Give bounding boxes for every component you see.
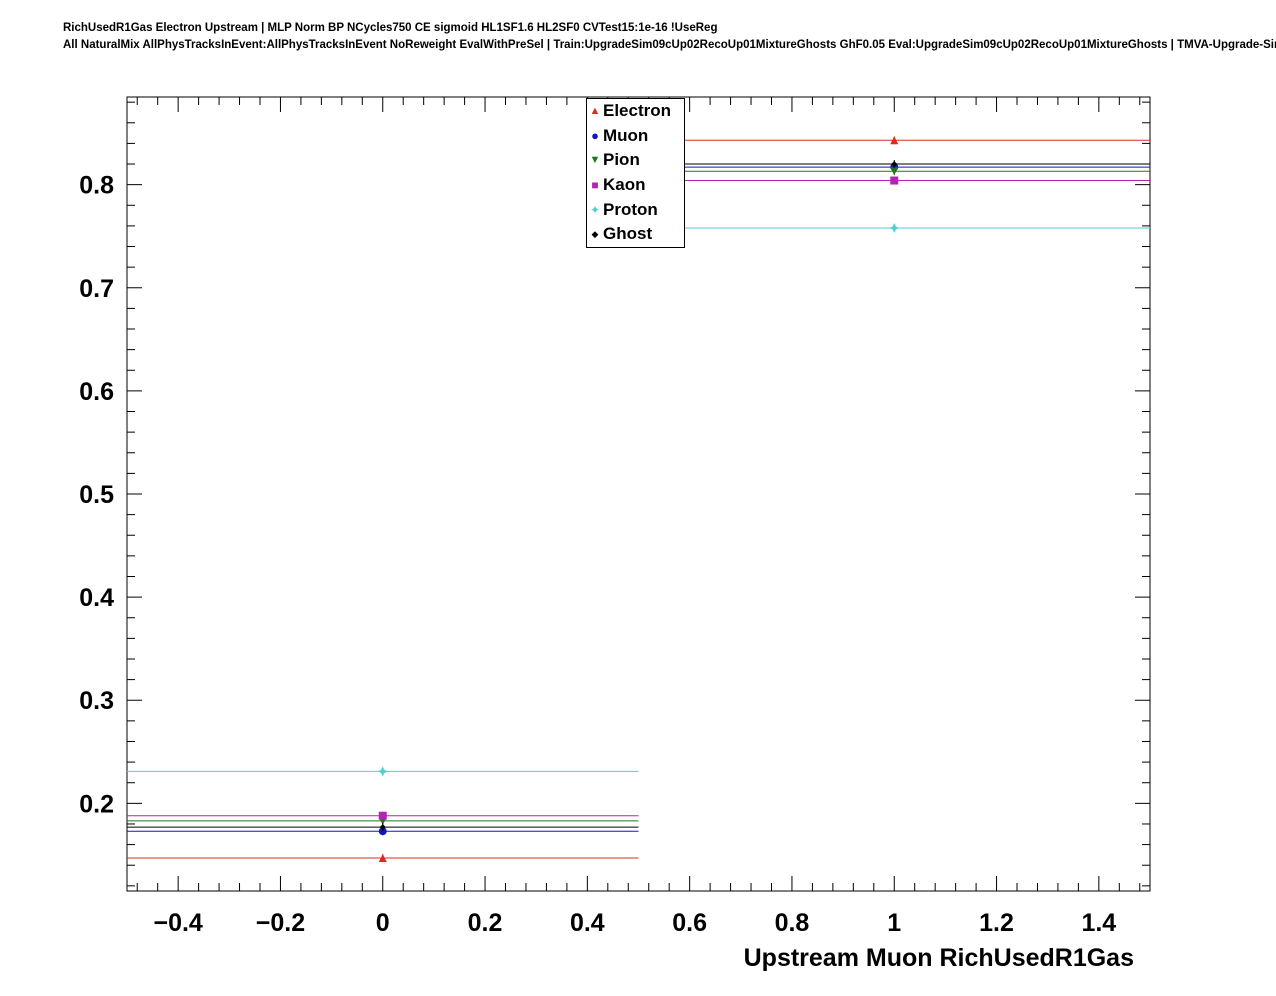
plot-title-line2: All NaturalMix AllPhysTracksInEvent:AllP…	[63, 39, 1276, 51]
pion-marker-icon: ▼	[589, 153, 601, 166]
series-pion	[127, 167, 1150, 825]
y-axis-labels: 0.2 0.3 0.4 0.5 0.6 0.7 0.8	[79, 172, 114, 819]
electron-marker-icon	[378, 854, 387, 863]
series-ghost	[127, 160, 1150, 832]
x-tick-label: 0.4	[570, 909, 605, 937]
x-axis-ticks	[136, 97, 1141, 891]
legend: ▲ Electron ● Muon ▼ Pion ■ Kaon ✦ Proton ◆ Ghost	[586, 98, 685, 248]
y-tick-label: 0.5	[79, 481, 114, 509]
legend-item-ghost: ◆ Ghost	[587, 222, 684, 247]
legend-item-proton: ✦ Proton	[587, 197, 684, 222]
legend-label-ghost: Ghost	[603, 224, 653, 244]
legend-label-muon: Muon	[603, 125, 649, 145]
x-axis-labels: −0.4 −0.2 0 0.2 0.4 0.6 0.8 1 1.2 1.4	[153, 909, 1116, 937]
y-tick-label: 0.7	[79, 275, 114, 303]
y-tick-label: 0.4	[79, 584, 114, 612]
y-axis-ticks	[127, 101, 1150, 887]
pion-marker-icon	[890, 167, 899, 176]
y-tick-label: 0.6	[79, 378, 114, 406]
ghost-marker-icon	[891, 161, 898, 168]
y-tick-label: 0.3	[79, 687, 114, 715]
legend-label-electron: Electron	[603, 101, 672, 121]
kaon-marker-icon: ■	[591, 178, 599, 193]
legend-label-proton: Proton	[603, 199, 658, 219]
series-electron	[127, 136, 1150, 863]
x-tick-label: 0.8	[775, 909, 810, 937]
series-kaon	[127, 176, 1150, 820]
muon-marker-icon	[378, 827, 387, 836]
kaon-marker-icon	[890, 176, 899, 185]
proton-marker-icon	[377, 766, 388, 777]
x-axis-title: Upstream Muon RichUsedR1Gas	[743, 944, 1134, 972]
legend-label-pion: Pion	[603, 150, 640, 170]
x-tick-label: 1.2	[979, 909, 1014, 937]
electron-marker-icon: ▲	[589, 104, 601, 117]
series-muon	[127, 163, 1150, 836]
plot-header: RichUsedR1Gas Electron Upstream | MLP No…	[63, 20, 1276, 54]
muon-marker-icon: ●	[591, 128, 599, 144]
x-tick-label: 1.4	[1081, 909, 1116, 937]
legend-item-electron: ▲ Electron	[587, 99, 684, 124]
proton-marker-icon: ✦	[589, 202, 601, 217]
ghost-marker-icon: ◆	[591, 228, 599, 239]
legend-item-kaon: ■ Kaon	[587, 173, 684, 198]
legend-item-pion: ▼ Pion	[587, 148, 684, 173]
legend-item-muon: ● Muon	[587, 124, 684, 149]
proton-marker-icon	[889, 222, 900, 233]
x-tick-label: −0.4	[153, 909, 202, 937]
y-tick-label: 0.8	[79, 172, 114, 200]
x-tick-label: −0.2	[256, 909, 305, 937]
ghost-marker-icon	[379, 824, 386, 831]
y-tick-label: 0.2	[79, 790, 114, 818]
kaon-marker-icon	[378, 811, 387, 820]
x-tick-label: 0.2	[468, 909, 503, 937]
plot-title-line1: RichUsedR1Gas Electron Upstream | MLP No…	[63, 22, 718, 34]
x-tick-label: 1	[887, 909, 901, 937]
x-tick-label: 0.6	[672, 909, 707, 937]
electron-marker-icon	[890, 136, 899, 145]
legend-label-kaon: Kaon	[603, 175, 646, 195]
series-proton	[127, 222, 1150, 777]
x-tick-label: 0	[376, 909, 390, 937]
